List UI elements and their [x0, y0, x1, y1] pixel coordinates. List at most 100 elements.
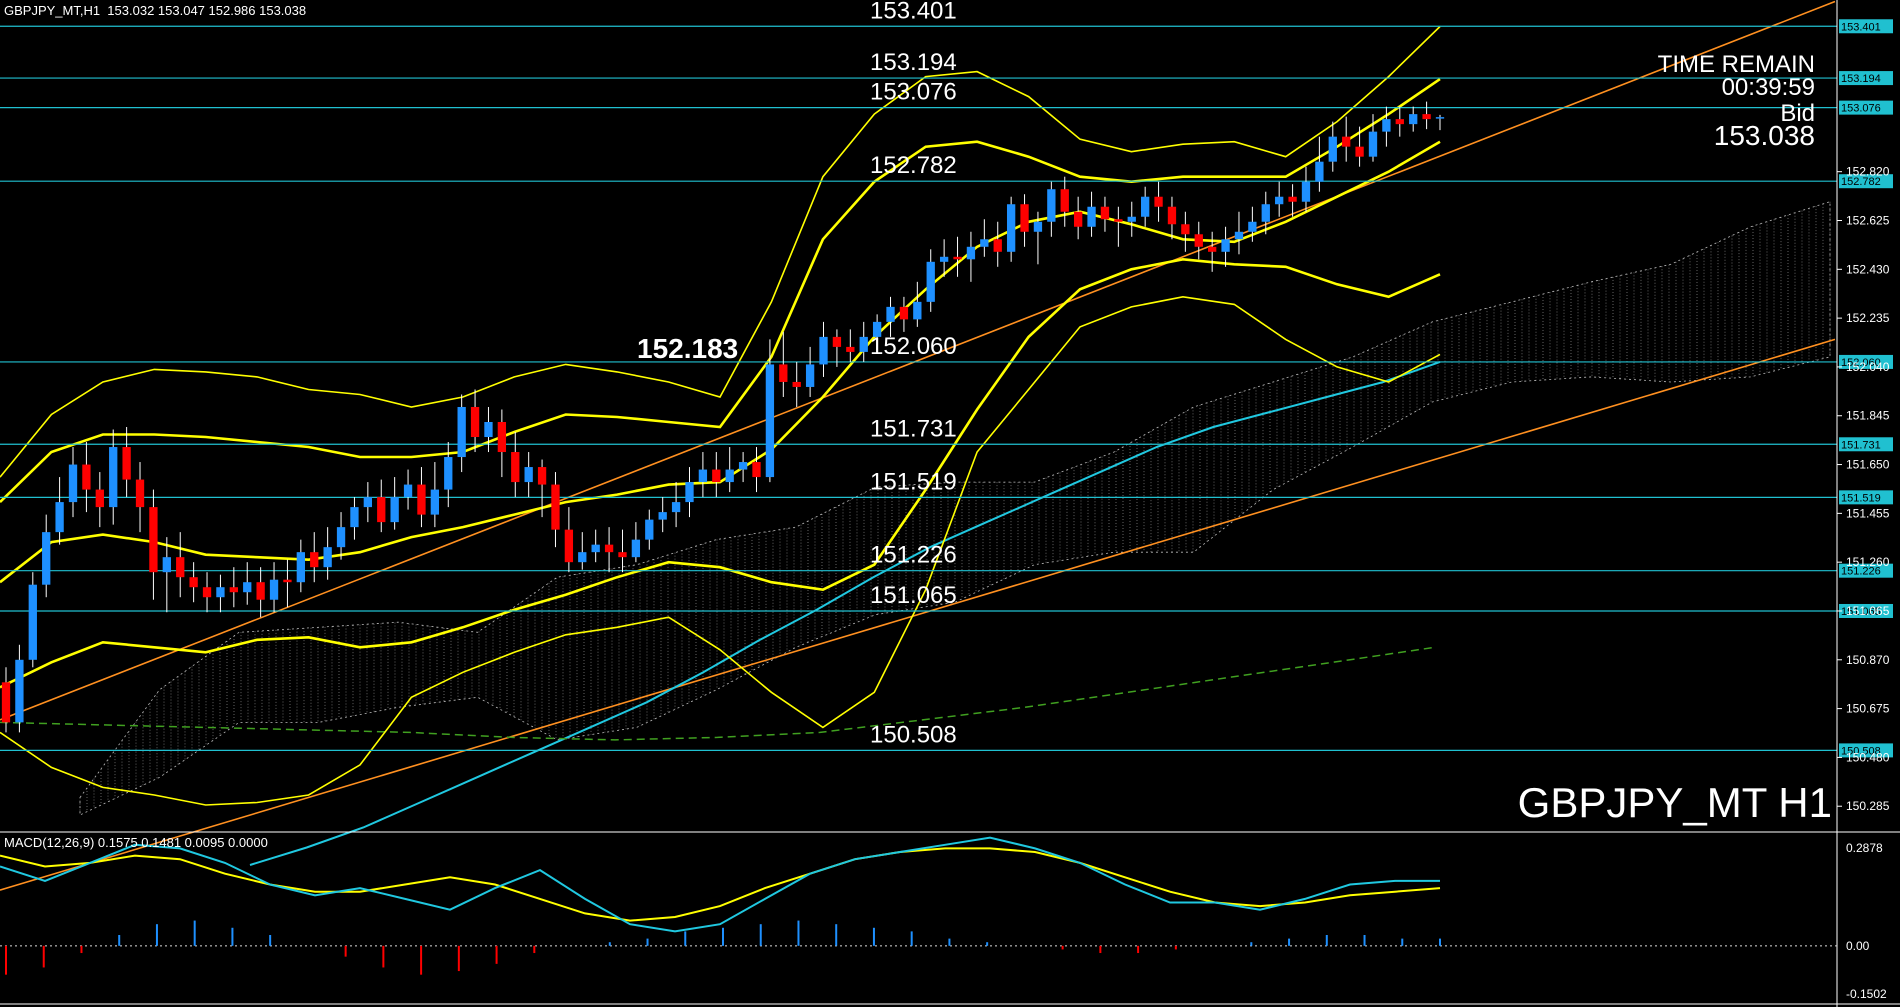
candle-body — [444, 457, 453, 490]
level-label: 151.519 — [870, 468, 957, 495]
candle-body — [1020, 204, 1029, 232]
level-price-tag — [1839, 100, 1893, 115]
candle-body — [899, 306, 909, 320]
candle-body — [1409, 114, 1418, 125]
candle-body — [135, 479, 145, 508]
level-price-tag — [1839, 19, 1893, 34]
candle-body — [805, 364, 815, 387]
candle-body — [658, 512, 667, 520]
candle-body — [859, 336, 868, 352]
candle-body — [497, 422, 507, 453]
candle-body — [1288, 196, 1297, 202]
candle-body — [363, 497, 373, 508]
level-price-tag-text: 153.194 — [1841, 73, 1881, 85]
candle-body — [149, 507, 158, 573]
level-price-tag — [1839, 174, 1893, 189]
level-price-tag-text: 150.508 — [1841, 745, 1881, 757]
candle-body — [564, 529, 574, 563]
candle-body — [511, 452, 520, 483]
candle-body — [68, 464, 78, 503]
price-axis-label: 152.625 — [1846, 214, 1890, 228]
chart-text-overlays: TIME REMAIN 00:39:59 Bid 153.038 GBPJPY_… — [637, 51, 1832, 826]
candle-body — [1, 682, 11, 723]
candle-body — [1208, 246, 1217, 252]
ma-dashed-line — [0, 646, 1436, 741]
macd-main-line — [0, 836, 1440, 933]
price-axis-label: 150.675 — [1846, 702, 1890, 716]
candle-body — [15, 659, 24, 723]
price-axis-label: 150.480 — [1846, 750, 1890, 764]
price-axis-label: 152.235 — [1846, 311, 1890, 325]
candle-body — [537, 467, 547, 485]
candle-body — [886, 306, 895, 322]
candle-body — [698, 469, 708, 483]
candle-body — [1114, 219, 1123, 222]
level-price-tag — [1839, 354, 1893, 369]
candle-body — [283, 579, 292, 583]
price-axis-label: 151.065 — [1846, 604, 1890, 618]
price-axis-label: 150.870 — [1846, 653, 1890, 667]
candle-body — [1422, 114, 1431, 120]
candle-body — [779, 364, 788, 382]
candle-body — [993, 239, 1002, 252]
level-price-tag — [1839, 563, 1893, 578]
level-price-tag — [1839, 71, 1893, 86]
channel-trendlines — [0, 0, 1836, 891]
price-axis-label: 152.040 — [1846, 360, 1890, 374]
candle-body — [712, 469, 721, 483]
candle-body — [725, 469, 734, 483]
level-label: 151.065 — [870, 582, 957, 609]
candle-body — [1395, 119, 1404, 125]
candle-body — [618, 552, 627, 558]
candle-body — [631, 539, 641, 558]
candle-body — [591, 544, 600, 553]
candle-body — [95, 489, 104, 508]
horizontal-levels[interactable]: 153.401 153.401 153.194 153.194 153.076 153.0… — [0, 0, 1893, 758]
candle-body — [470, 406, 480, 438]
candle-body — [1033, 221, 1043, 232]
candle-body — [176, 557, 185, 578]
bid-value: 153.038 — [1714, 120, 1815, 151]
candle-body — [1181, 224, 1190, 235]
price-axis-label: 152.820 — [1846, 165, 1890, 179]
level-label: 150.508 — [870, 721, 957, 748]
price-axis-label: 151.845 — [1846, 409, 1890, 423]
candle-body — [55, 502, 64, 533]
candle-body — [1073, 211, 1083, 227]
macd-axis-label: 0.2878 — [1846, 841, 1883, 855]
level-label: 151.731 — [870, 415, 957, 442]
candle-body — [202, 587, 212, 598]
candle-body — [1060, 189, 1069, 212]
candle-body — [430, 489, 440, 515]
candle-body — [1127, 216, 1136, 222]
level-price-tag — [1839, 603, 1893, 618]
time-remain-value: 00:39:59 — [1722, 74, 1815, 101]
candle-body — [243, 582, 252, 593]
candle-body — [1167, 206, 1177, 225]
candle-body — [980, 239, 989, 247]
trendline — [0, 0, 1836, 721]
candle-body — [872, 321, 882, 337]
bollinger-inner-lower — [0, 257, 1441, 689]
candle-body — [109, 447, 118, 508]
candle-body — [403, 484, 413, 498]
candle-body — [685, 482, 694, 503]
candle-body — [1355, 146, 1364, 157]
candle-body — [752, 462, 761, 478]
candle-body — [1006, 204, 1016, 252]
moving-averages — [0, 360, 1441, 866]
candle-body — [1382, 119, 1391, 132]
macd-indicator: 0.2878 0.00 -0.1502 — [0, 836, 1887, 1001]
ema-line — [249, 360, 1441, 866]
level-label: 152.060 — [870, 333, 957, 360]
candle-body — [738, 462, 748, 470]
candle-body — [269, 579, 279, 600]
candle-body — [296, 552, 305, 583]
level-label: 151.226 — [870, 542, 957, 569]
candle-body — [390, 497, 399, 523]
candle-body — [1261, 204, 1270, 222]
candle-body — [122, 447, 131, 480]
candle-body — [1315, 161, 1324, 182]
candle-body — [336, 527, 346, 548]
